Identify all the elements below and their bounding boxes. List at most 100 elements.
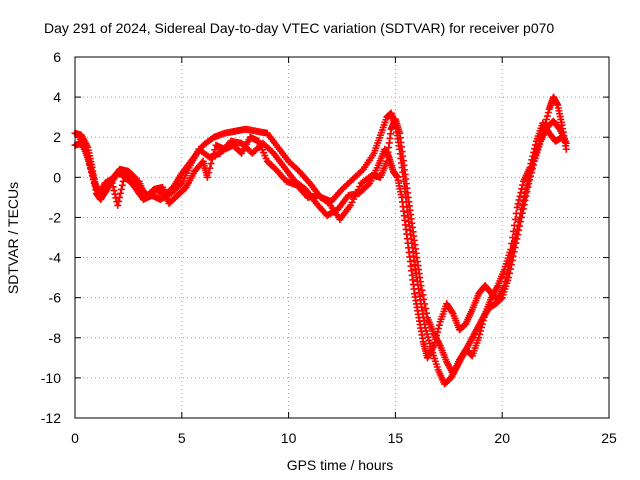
data-point-marker xyxy=(203,173,211,181)
y-tick-label: -10 xyxy=(41,370,61,386)
data-point-marker xyxy=(423,330,431,338)
data-point-marker xyxy=(358,167,366,175)
data-point-marker xyxy=(108,179,116,187)
data-point-marker xyxy=(347,201,355,209)
data-point-marker xyxy=(206,164,214,172)
data-point-marker xyxy=(562,145,570,153)
y-tick-label: -2 xyxy=(49,209,62,225)
data-point-marker xyxy=(543,112,551,120)
data-point-marker xyxy=(518,185,526,193)
data-point-marker xyxy=(477,323,485,331)
x-tick-label: 0 xyxy=(71,430,79,446)
data-point-marker xyxy=(114,201,122,209)
data-point-marker xyxy=(423,309,431,317)
data-point-marker xyxy=(117,185,125,193)
data-point-marker xyxy=(448,308,456,316)
data-point-marker xyxy=(516,213,524,221)
data-point-marker xyxy=(350,195,358,203)
data-point-marker xyxy=(207,160,215,168)
data-point-marker xyxy=(530,148,538,156)
data-point-marker xyxy=(354,186,362,194)
data-point-marker xyxy=(515,217,523,225)
data-point-marker xyxy=(115,197,123,205)
data-point-marker xyxy=(558,133,566,141)
data-point-marker xyxy=(351,192,359,200)
data-point-marker xyxy=(520,197,528,205)
y-tick-label: 6 xyxy=(53,49,61,65)
x-tick-label: 20 xyxy=(494,430,510,446)
data-point-marker xyxy=(118,181,126,189)
y-tick-label: 0 xyxy=(53,169,61,185)
x-tick-label: 25 xyxy=(601,430,617,446)
data-point-marker xyxy=(509,227,517,235)
data-point-marker xyxy=(475,334,483,342)
data-point-marker xyxy=(512,209,520,217)
data-point-marker xyxy=(210,150,218,158)
data-point-marker xyxy=(430,342,438,350)
y-tick-label: -6 xyxy=(49,290,62,306)
data-point-marker xyxy=(516,192,524,200)
data-point-marker xyxy=(528,156,536,164)
data-point-marker xyxy=(426,340,434,348)
plot-area-border xyxy=(74,56,610,419)
data-point-marker xyxy=(111,190,119,198)
data-point-marker xyxy=(435,321,443,329)
data-point-marker xyxy=(418,286,426,294)
data-point-marker xyxy=(422,305,430,313)
data-point-marker xyxy=(477,327,485,335)
data-point-marker xyxy=(478,320,486,328)
axis-ticks: 0 5 10 15 20 25 -12 -10 -8 -6 -4 -2 0 2 4 6 xyxy=(41,49,617,446)
data-point-marker xyxy=(509,234,517,241)
data-point-marker xyxy=(434,325,442,333)
data-point-marker xyxy=(520,193,528,201)
data-point-marker xyxy=(527,160,535,168)
chart-title: Day 291 of 2024, Sidereal Day-to-day VTE… xyxy=(44,20,554,36)
data-point-marker xyxy=(526,163,534,171)
data-point-marker xyxy=(417,282,425,290)
data-point-marker xyxy=(502,274,510,282)
x-tick-label: 5 xyxy=(178,430,186,446)
data-point-marker xyxy=(519,181,527,189)
x-axis-label: GPS time / hours xyxy=(287,457,394,473)
data-point-marker xyxy=(479,317,487,325)
data-point-marker xyxy=(110,187,118,195)
data-point-marker xyxy=(518,205,526,213)
data-point-marker xyxy=(519,201,527,209)
data-point-marker xyxy=(211,146,219,154)
data-point-marker xyxy=(424,333,432,341)
data-point-marker xyxy=(364,181,372,189)
data-point-marker xyxy=(542,115,550,123)
data-point-marker xyxy=(517,189,525,197)
y-tick-label: -4 xyxy=(49,250,62,266)
data-point-marker xyxy=(116,189,124,197)
y-tick-label: -12 xyxy=(41,410,61,426)
data-point-marker xyxy=(521,189,529,197)
data-point-marker xyxy=(353,189,361,197)
data-point-marker xyxy=(500,282,508,290)
data-point-marker xyxy=(419,291,427,299)
data-point-marker xyxy=(356,183,364,191)
data-point-marker xyxy=(515,196,523,204)
data-point-marker xyxy=(529,152,537,160)
data-point-marker xyxy=(514,200,522,208)
data-point-marker xyxy=(510,221,518,229)
data-point-marker xyxy=(208,155,216,163)
data-point-marker xyxy=(107,175,115,183)
y-tick-label: -8 xyxy=(49,330,62,346)
data-point-marker xyxy=(421,300,429,308)
data-point-marker xyxy=(425,336,433,344)
data-point-marker xyxy=(348,198,356,206)
data-points xyxy=(71,93,570,388)
x-tick-label: 15 xyxy=(388,430,404,446)
data-point-marker xyxy=(476,330,484,338)
data-point-marker xyxy=(531,141,539,149)
y-axis-label: SDTVAR / TECUs xyxy=(5,182,21,294)
data-point-marker xyxy=(513,203,521,211)
data-point-marker xyxy=(116,193,124,201)
data-point-marker xyxy=(176,181,184,189)
data-point-marker xyxy=(205,169,213,177)
data-point-marker xyxy=(507,246,515,254)
data-point-marker xyxy=(511,215,519,223)
